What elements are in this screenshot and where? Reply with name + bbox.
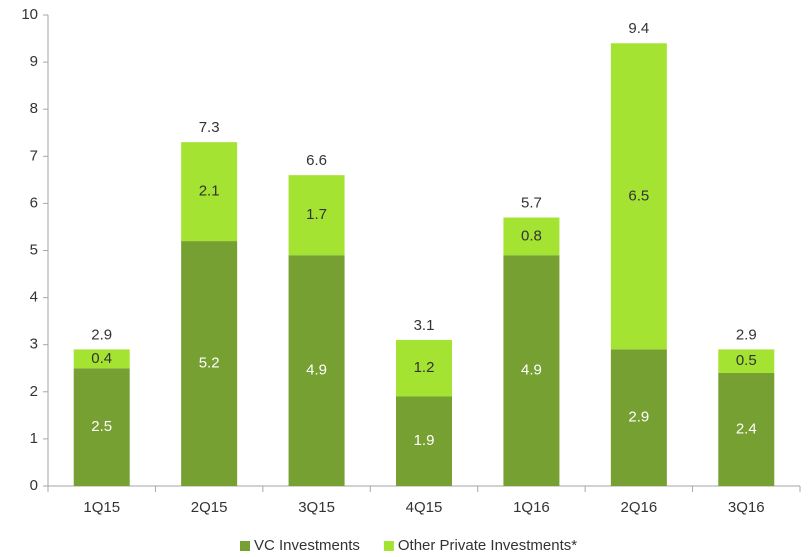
bar-segment <box>73 349 130 369</box>
y-tick-label: 7 <box>30 147 38 164</box>
legend-label: VC Investments <box>254 537 360 554</box>
bar-segment <box>503 217 560 256</box>
y-tick-label: 1 <box>30 430 38 447</box>
value-label: 1.7 <box>306 206 327 223</box>
bar-segment <box>503 255 560 486</box>
value-label: 2.9 <box>628 409 649 426</box>
value-label: 1.9 <box>414 432 435 449</box>
x-tick-label: 3Q15 <box>298 499 335 516</box>
x-tick-label: 2Q15 <box>191 499 228 516</box>
bar-segment <box>396 396 452 486</box>
y-tick-label: 8 <box>30 100 38 117</box>
value-label: 2.4 <box>736 420 757 437</box>
y-tick-label: 5 <box>30 241 38 258</box>
y-tick-label: 6 <box>30 194 38 211</box>
value-label: 0.4 <box>91 350 112 367</box>
legend-swatch <box>383 541 394 551</box>
y-tick-label: 10 <box>21 6 38 23</box>
x-tick-label: 1Q16 <box>513 499 550 516</box>
value-label: 4.9 <box>521 362 542 379</box>
total-label: 3.1 <box>414 317 435 334</box>
bar-segment <box>181 241 238 486</box>
y-tick-label: 2 <box>30 383 38 400</box>
x-tick-label: 3Q16 <box>728 499 765 516</box>
bar-segment <box>610 43 667 350</box>
y-tick-label: 3 <box>30 336 38 353</box>
bar-segment <box>718 349 775 373</box>
value-label: 6.5 <box>628 187 649 204</box>
value-label: 0.8 <box>521 227 542 244</box>
value-label: 2.5 <box>91 418 112 435</box>
value-label: 1.2 <box>414 359 435 376</box>
bar-segment <box>288 255 345 486</box>
bar-segment <box>396 339 452 397</box>
y-tick-label: 9 <box>30 53 38 70</box>
bar-segment <box>181 142 238 242</box>
value-label: 5.2 <box>199 355 220 372</box>
legend-label: Other Private Investments* <box>398 537 577 554</box>
total-label: 2.9 <box>91 326 112 343</box>
bar-segment <box>610 349 667 486</box>
total-label: 7.3 <box>199 119 220 136</box>
legend-swatch <box>240 541 250 551</box>
y-tick-label: 4 <box>30 289 38 306</box>
value-label: 0.5 <box>736 352 757 369</box>
total-label: 6.6 <box>306 152 327 169</box>
x-tick-label: 1Q15 <box>83 499 120 516</box>
total-label: 2.9 <box>736 326 757 343</box>
value-label: 2.1 <box>199 183 220 200</box>
total-label: 9.4 <box>628 20 649 37</box>
bar-segment <box>718 372 775 486</box>
bar-segment <box>288 175 345 256</box>
y-tick-label: 0 <box>30 477 38 494</box>
value-label: 4.9 <box>306 362 327 379</box>
x-tick-label: 4Q15 <box>406 499 443 516</box>
bar-segment <box>73 368 130 486</box>
total-label: 5.7 <box>521 194 542 211</box>
x-tick-label: 2Q16 <box>621 499 658 516</box>
